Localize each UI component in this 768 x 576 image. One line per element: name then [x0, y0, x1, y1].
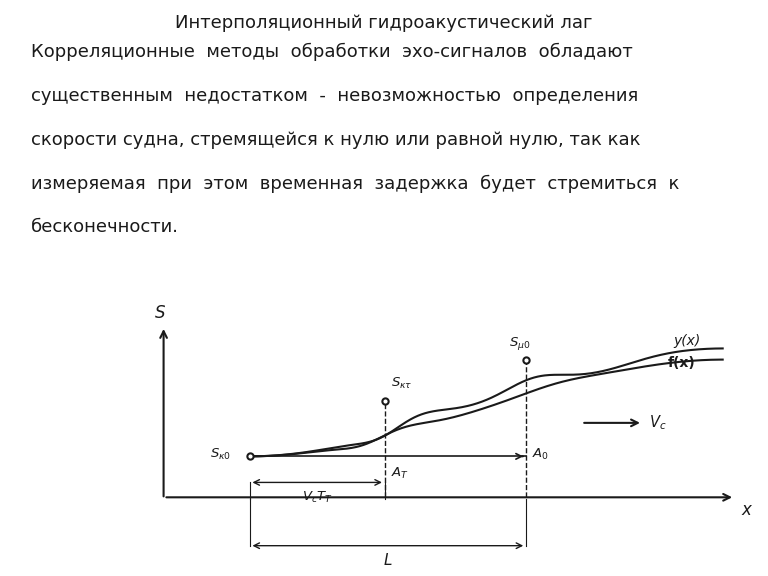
- Text: L: L: [383, 553, 392, 568]
- Text: Интерполяционный гидроакустический лаг: Интерполяционный гидроакустический лаг: [175, 14, 593, 32]
- Text: $V_c$: $V_c$: [649, 414, 667, 432]
- Text: измеряемая  при  этом  временная  задержка  будет  стремиться  к: измеряемая при этом временная задержка б…: [31, 175, 679, 193]
- Text: $V_c T_T$: $V_c T_T$: [302, 490, 333, 505]
- Text: $S_{\kappa\tau}$: $S_{\kappa\tau}$: [391, 376, 412, 391]
- Text: $A_0$: $A_0$: [532, 447, 549, 462]
- Text: $S_{\kappa 0}$: $S_{\kappa 0}$: [210, 447, 231, 462]
- Text: $A_T$: $A_T$: [391, 465, 409, 481]
- Text: x: x: [741, 501, 751, 519]
- Text: y(x): y(x): [674, 334, 700, 348]
- Text: существенным  недостатком  -  невозможностью  определения: существенным недостатком - невозможность…: [31, 87, 638, 105]
- Text: Корреляционные  методы  обработки  эхо-сигналов  обладают: Корреляционные методы обработки эхо-сигн…: [31, 43, 633, 62]
- Text: скорости судна, стремящейся к нулю или равной нулю, так как: скорости судна, стремящейся к нулю или р…: [31, 131, 641, 149]
- Text: $S_{\mu 0}$: $S_{\mu 0}$: [509, 335, 531, 352]
- Text: f(x): f(x): [667, 357, 695, 370]
- Text: бесконечности.: бесконечности.: [31, 218, 179, 236]
- Text: S: S: [155, 304, 166, 323]
